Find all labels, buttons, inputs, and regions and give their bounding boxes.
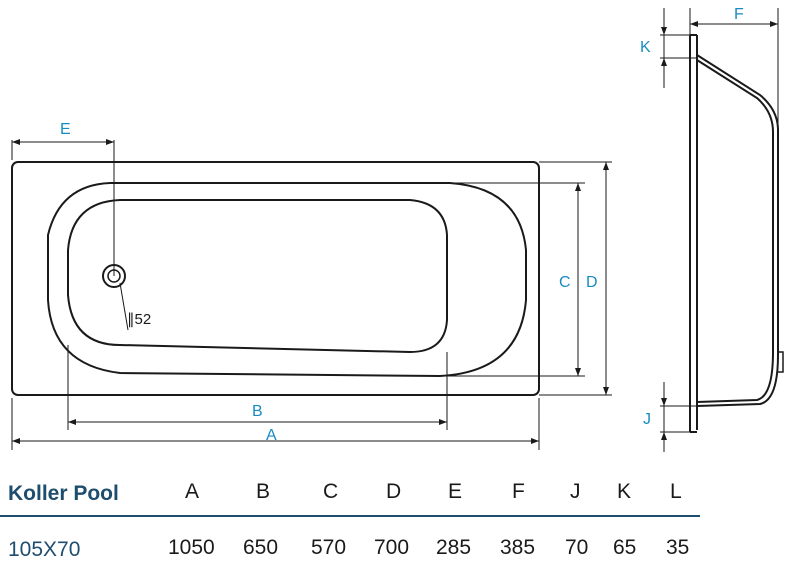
dimension-e-label: E [60,121,71,138]
value-j: 70 [565,536,589,559]
value-k: 65 [613,536,637,559]
drain-diameter-label: ∥52 [127,311,151,328]
dimension-b: B [68,403,447,425]
dimension-f: F [690,6,778,27]
tub-outer-rim [11,161,540,396]
dimension-a: A [12,427,539,444]
header-b: B [256,480,271,503]
extension-lines [11,140,612,450]
table-row: 105X70 1050 650 570 700 285 385 70 65 35 [0,536,803,566]
dimension-c: C [559,183,581,376]
dimension-k: K [640,8,667,88]
value-a: 1050 [168,536,215,559]
value-d: 700 [374,536,410,559]
drain-leader [119,282,129,331]
dimension-d-label: D [586,274,598,291]
value-f: 385 [500,536,536,559]
header-l: L [670,480,682,503]
value-c: 570 [311,536,347,559]
dimension-d: D [586,162,609,395]
dimension-b-label: B [252,403,263,420]
dimension-j-label: J [643,411,651,428]
header-f: F [512,480,525,503]
dimension-a-label: A [266,427,277,444]
value-b: 650 [243,536,279,559]
dimension-c-label: C [559,274,571,291]
side-extension-lines [660,8,779,433]
header-c: C [323,480,339,503]
header-e: E [448,480,463,503]
table-divider [0,515,700,517]
header-a: A [185,480,200,503]
tub-floor-outline [67,199,448,354]
spec-table-header: Koller Pool A B C D E F J K L [0,480,803,512]
dimension-k-label: K [640,39,651,56]
bathtub-technical-drawing: ∥52 E B A C D [11,6,784,452]
dimension-j: J [643,382,667,452]
value-e: 285 [436,536,472,559]
model-name: 105X70 [8,538,81,561]
value-l: 35 [666,536,690,559]
dimension-f-label: F [734,6,744,23]
header-d: D [386,480,402,503]
header-j: J [570,480,581,503]
brand-name: Koller Pool [8,482,119,505]
dimension-e: E [12,121,114,145]
header-k: K [617,480,632,503]
tub-side-profile [689,34,784,433]
